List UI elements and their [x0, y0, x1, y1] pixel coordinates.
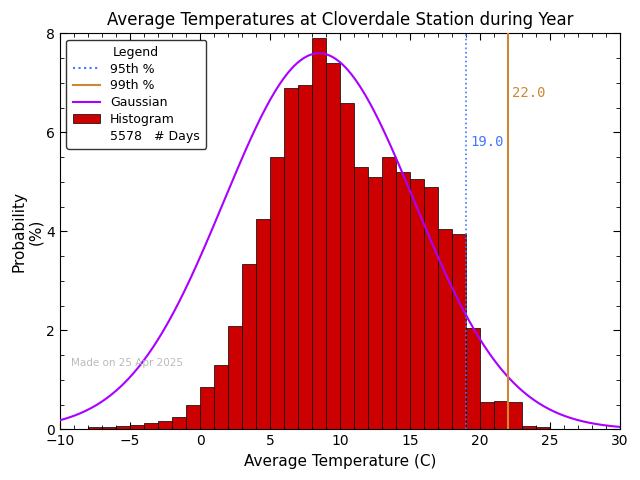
- Bar: [452, 234, 466, 430]
- Bar: [368, 177, 382, 430]
- Bar: [130, 424, 144, 430]
- Bar: [438, 229, 452, 430]
- Bar: [508, 402, 522, 430]
- X-axis label: Average Temperature (C): Average Temperature (C): [244, 454, 436, 469]
- Bar: [382, 157, 396, 430]
- Bar: [144, 423, 158, 430]
- Bar: [494, 401, 508, 430]
- Bar: [242, 264, 256, 430]
- Bar: [466, 328, 480, 430]
- Bar: [116, 425, 130, 430]
- Bar: [354, 167, 368, 430]
- Title: Average Temperatures at Cloverdale Station during Year: Average Temperatures at Cloverdale Stati…: [107, 11, 573, 29]
- Bar: [256, 219, 270, 430]
- Bar: [410, 180, 424, 430]
- Bar: [536, 427, 550, 430]
- Bar: [186, 405, 200, 430]
- Text: 22.0: 22.0: [512, 86, 546, 100]
- Bar: [326, 63, 340, 430]
- Bar: [172, 417, 186, 430]
- Bar: [284, 88, 298, 430]
- Bar: [102, 427, 116, 430]
- Bar: [396, 172, 410, 430]
- Bar: [200, 387, 214, 430]
- Bar: [270, 157, 284, 430]
- Legend: 95th %, 99th %, Gaussian, Histogram, 5578   # Days: 95th %, 99th %, Gaussian, Histogram, 557…: [67, 40, 206, 149]
- Bar: [522, 426, 536, 430]
- Bar: [340, 103, 354, 430]
- Bar: [424, 187, 438, 430]
- Bar: [480, 402, 494, 430]
- Bar: [312, 38, 326, 430]
- Bar: [88, 427, 102, 430]
- Bar: [298, 85, 312, 430]
- Bar: [214, 365, 228, 430]
- Bar: [228, 325, 242, 430]
- Text: Made on 25 Apr 2025: Made on 25 Apr 2025: [71, 358, 183, 368]
- Text: 19.0: 19.0: [470, 135, 504, 149]
- Bar: [158, 420, 172, 430]
- Y-axis label: Probability
(%): Probability (%): [11, 191, 44, 272]
